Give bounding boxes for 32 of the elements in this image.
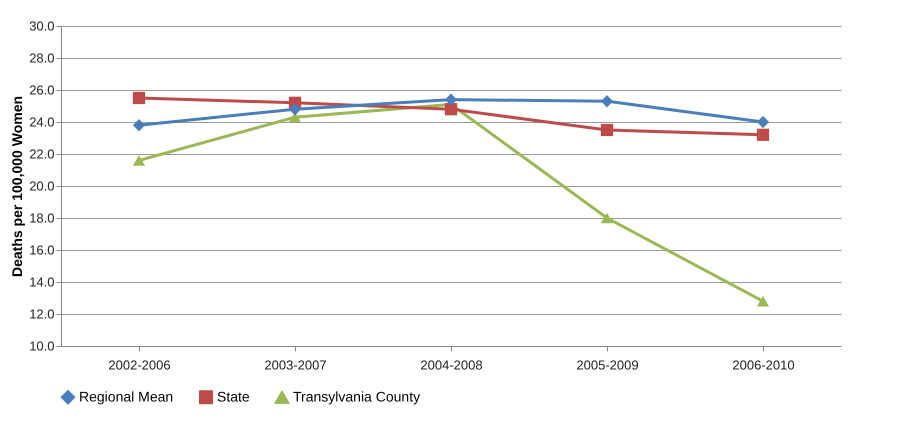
- point: [756, 296, 770, 307]
- y-axis-title: Deaths per 100,000 Women: [9, 96, 26, 278]
- x-tick-label: 2003-2007: [264, 358, 327, 372]
- y-tick-label: 26.0: [29, 82, 54, 98]
- point: [600, 212, 614, 224]
- legend-label: State: [217, 388, 250, 404]
- point: [756, 128, 770, 141]
- legend-label: Regional Mean: [79, 388, 174, 404]
- x-tick-label: 2006-2010: [732, 358, 795, 372]
- y-tick-label: 18.0: [29, 210, 54, 226]
- y-tick-label: 12.0: [29, 306, 54, 322]
- point: [132, 119, 146, 132]
- y-tick-label: 10.0: [29, 338, 54, 354]
- legend-label: Transylvania County: [293, 388, 420, 405]
- point: [444, 103, 458, 116]
- point: [444, 93, 458, 106]
- y-tick-label: 20.0: [29, 178, 54, 194]
- point: [756, 116, 770, 128]
- y-tick-label: 24.0: [29, 114, 54, 130]
- point: [600, 124, 614, 136]
- point: [600, 95, 614, 108]
- y-tick-label: 16.0: [29, 242, 54, 258]
- x-tick-label: 2005-2009: [576, 358, 639, 372]
- point: [132, 155, 146, 166]
- y-tick-label: 30.0: [29, 18, 54, 34]
- y-tick-label: 22.0: [29, 146, 54, 162]
- y-tick-label: 14.0: [29, 274, 54, 290]
- x-tick-label: 2002-2006: [108, 358, 171, 372]
- x-tick-label: 2004-2008: [420, 358, 483, 372]
- point: [132, 92, 146, 104]
- point: [288, 103, 302, 116]
- y-tick-label: 28.0: [29, 50, 54, 66]
